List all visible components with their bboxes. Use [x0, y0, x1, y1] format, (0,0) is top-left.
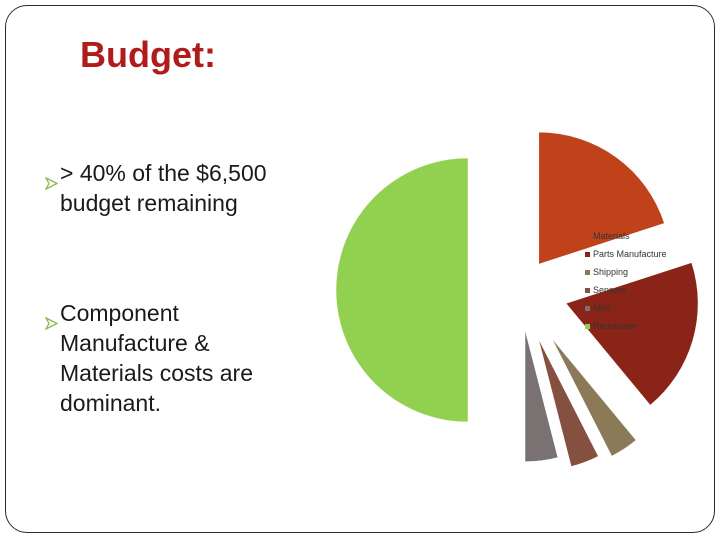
- bullet-line: dominant.: [60, 390, 162, 416]
- legend-label: Materials: [593, 231, 630, 241]
- bullet-line: Materials costs are: [60, 360, 254, 386]
- pie-slice-misc: [524, 329, 559, 462]
- pie-slice-parts-manufacture: [565, 262, 699, 406]
- legend-swatch: [585, 324, 590, 329]
- legend-swatch: [585, 252, 590, 257]
- pie-slice-materials: [538, 131, 665, 265]
- bullet-line: > 40% of the $6,500: [60, 160, 267, 186]
- bullet-marker-icon: [44, 167, 59, 197]
- bullet-line: budget remaining: [60, 190, 238, 216]
- legend-swatch: [585, 306, 590, 311]
- legend-swatch: [585, 270, 590, 275]
- bullet-marker-icon: [44, 307, 59, 337]
- bullet-line: Manufacture &: [60, 330, 210, 356]
- pie-slice-sensors: [538, 338, 599, 467]
- bullet-line: Component: [60, 300, 179, 326]
- slide-frame: [5, 5, 715, 533]
- legend-swatch: [585, 288, 590, 293]
- pie-slice-shipping: [551, 338, 637, 457]
- bullet-costs-dominant: Component Manufacture & Materials costs …: [44, 298, 315, 418]
- legend-swatch: [585, 234, 590, 239]
- legend-label: Misc: [593, 303, 612, 313]
- legend-label: Sensors: [593, 285, 627, 295]
- legend-label: Remainder: [593, 321, 638, 331]
- slide-title: Budget:: [80, 34, 216, 75]
- bullet-budget-remaining: > 40% of the $6,500 budget remaining: [44, 158, 325, 218]
- pie-slice-remainder: [335, 157, 469, 423]
- legend-label: Shipping: [593, 267, 629, 277]
- legend-label: Parts Manufacture: [593, 249, 667, 259]
